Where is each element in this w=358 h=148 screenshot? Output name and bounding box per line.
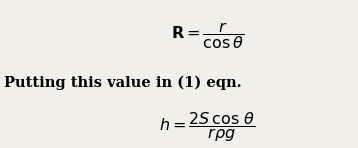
Text: $\mathbf{R} = \dfrac{r}{\cos\theta}$: $\mathbf{R} = \dfrac{r}{\cos\theta}$ [171, 20, 244, 51]
Text: $\mathit{h} = \dfrac{2S\,\cos\,\theta}{r\rho g}$: $\mathit{h} = \dfrac{2S\,\cos\,\theta}{r… [159, 110, 256, 144]
Text: Putting this value in (1) eqn.: Putting this value in (1) eqn. [4, 76, 241, 90]
